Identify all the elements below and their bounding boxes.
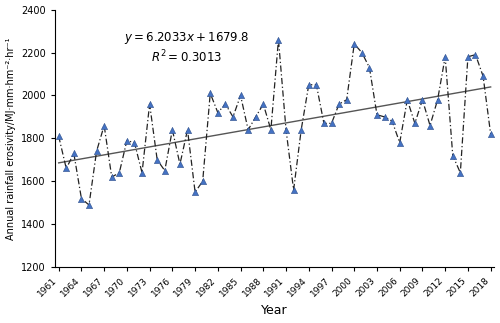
Point	[100, 123, 108, 128]
Point	[252, 114, 260, 120]
Point	[396, 140, 404, 145]
Point	[373, 112, 381, 117]
Point	[335, 101, 343, 107]
Point	[274, 37, 282, 42]
Point	[388, 119, 396, 124]
Point	[350, 41, 358, 47]
Point	[305, 82, 313, 87]
Point	[85, 203, 93, 208]
Point	[168, 127, 176, 132]
Point	[116, 170, 124, 175]
Point	[123, 138, 131, 143]
Point	[214, 110, 222, 115]
Point	[358, 50, 366, 55]
Point	[426, 123, 434, 128]
Text: $y = 6.2033x+1679.8$
$R^2 = 0.3013$: $y = 6.2033x+1679.8$ $R^2 = 0.3013$	[124, 30, 250, 66]
Point	[260, 101, 268, 107]
Point	[411, 121, 419, 126]
Point	[366, 65, 374, 70]
Point	[290, 187, 298, 193]
Point	[70, 151, 78, 156]
X-axis label: Year: Year	[262, 305, 288, 318]
Point	[320, 121, 328, 126]
Point	[312, 82, 320, 87]
Point	[176, 162, 184, 167]
Point	[146, 101, 154, 107]
Point	[138, 170, 146, 175]
Point	[418, 97, 426, 102]
Y-axis label: Annual rainfall erosivity/MJ·mm·hm⁻²·hr⁻¹: Annual rainfall erosivity/MJ·mm·hm⁻²·hr⁻…	[6, 37, 16, 240]
Point	[191, 190, 199, 195]
Point	[342, 97, 350, 102]
Point	[464, 54, 472, 59]
Point	[130, 140, 138, 145]
Point	[328, 121, 336, 126]
Point	[236, 93, 244, 98]
Point	[267, 127, 275, 132]
Point	[404, 97, 411, 102]
Point	[108, 174, 116, 180]
Point	[92, 149, 100, 154]
Point	[161, 168, 169, 173]
Point	[222, 101, 230, 107]
Point	[441, 54, 449, 59]
Point	[184, 127, 192, 132]
Point	[456, 170, 464, 175]
Point	[486, 131, 494, 137]
Point	[229, 114, 237, 120]
Point	[78, 196, 86, 201]
Point	[244, 127, 252, 132]
Point	[449, 153, 457, 158]
Point	[380, 114, 388, 120]
Point	[472, 52, 480, 57]
Point	[62, 166, 70, 171]
Point	[282, 127, 290, 132]
Point	[479, 74, 487, 79]
Point	[206, 91, 214, 96]
Point	[54, 134, 62, 139]
Point	[153, 157, 161, 162]
Point	[297, 127, 305, 132]
Point	[198, 179, 206, 184]
Point	[434, 97, 442, 102]
